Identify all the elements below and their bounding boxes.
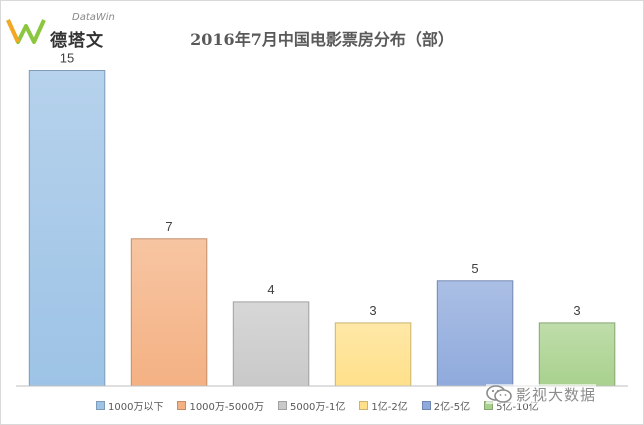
legend-label-5: 5亿-10亿 — [496, 401, 539, 413]
legend-item-3: 1亿-2亿 — [359, 398, 408, 413]
logo-english-name: DataWin — [72, 12, 115, 23]
legend-swatch-3 — [359, 400, 369, 410]
legend-swatch-2 — [277, 400, 287, 410]
bar-4 — [436, 280, 514, 387]
legend-label-3: 1亿-2亿 — [371, 401, 408, 413]
bar-value-label-1: 7 — [165, 219, 172, 234]
bar-0 — [28, 70, 106, 387]
legend-swatch-1 — [177, 400, 187, 410]
wechat-watermark: 影视大数据 — [486, 384, 597, 404]
bar-value-label-3: 3 — [369, 303, 376, 318]
legend-item-0: 1000万以下 — [96, 398, 163, 413]
legend-label-2: 5000万-1亿 — [289, 401, 346, 413]
legend-swatch-0 — [96, 400, 105, 410]
bar-value-label-4: 5 — [471, 261, 478, 276]
datawin-logo: DataWin 德塔文 — [6, 6, 116, 51]
wechat-icon — [486, 385, 512, 403]
datawin-logo-mark-icon — [6, 19, 46, 44]
bar-value-label-5: 3 — [573, 303, 580, 318]
chart-legend: 1000万以下 1000万-5000万 5000万-1亿 1亿-2亿 2亿-5亿 5亿-1… — [96, 397, 539, 413]
legend-label-0: 1000万以下 — [108, 401, 164, 413]
bar-5 — [538, 322, 616, 387]
bar-3 — [334, 322, 412, 387]
bar-value-label-0: 15 — [60, 51, 74, 66]
legend-swatch-4 — [421, 400, 431, 410]
legend-item-2: 5000万-1亿 — [277, 398, 346, 413]
legend-item-1: 1000万-5000万 — [177, 398, 264, 413]
bar-value-label-2: 4 — [267, 282, 274, 297]
legend-item-4: 2亿-5亿 — [421, 398, 471, 413]
watermark-text: 影视大数据 — [516, 385, 597, 404]
legend-label-1: 1000万-5000万 — [189, 401, 264, 413]
legend-label-4: 2亿-5亿 — [433, 401, 471, 413]
chart-title: 2016年7月中国电影票房分布（部） — [190, 30, 454, 49]
bar-1 — [130, 238, 208, 387]
logo-chinese-name: 德塔文 — [50, 31, 104, 51]
bar-2 — [232, 301, 310, 387]
